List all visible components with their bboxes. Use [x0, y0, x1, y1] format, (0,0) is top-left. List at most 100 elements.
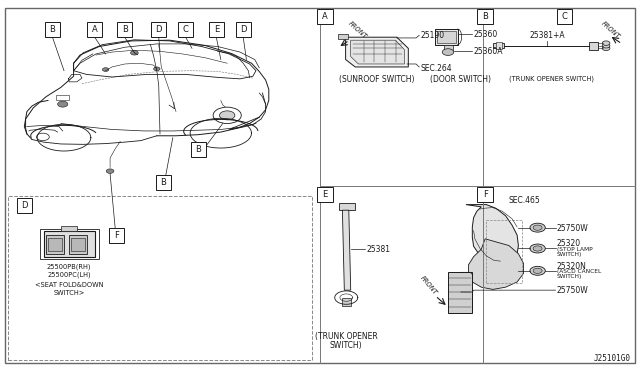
Text: B: B: [160, 178, 166, 187]
Bar: [8, 196, 312, 360]
Bar: [46, 235, 64, 254]
Bar: [486, 220, 522, 283]
Circle shape: [213, 107, 241, 124]
FancyBboxPatch shape: [178, 22, 193, 37]
Text: 25320N: 25320N: [557, 262, 587, 271]
Text: SEC.264: SEC.264: [420, 64, 452, 73]
Text: (STOP LAMP: (STOP LAMP: [557, 247, 593, 252]
Text: J25101G0: J25101G0: [593, 354, 630, 363]
Text: 25320: 25320: [557, 239, 581, 248]
Text: FRONT: FRONT: [600, 20, 621, 40]
Text: (SUNROOF SWITCH): (SUNROOF SWITCH): [339, 75, 414, 84]
Text: 25360A: 25360A: [474, 47, 503, 56]
FancyBboxPatch shape: [317, 187, 333, 202]
Bar: [444, 45, 453, 50]
Circle shape: [220, 111, 235, 120]
Text: A: A: [92, 25, 97, 34]
Circle shape: [533, 246, 542, 251]
Text: 25750W: 25750W: [557, 224, 589, 233]
Polygon shape: [351, 40, 404, 64]
Text: SWITCH): SWITCH): [557, 252, 582, 257]
Text: F: F: [483, 190, 488, 199]
FancyBboxPatch shape: [209, 22, 224, 37]
Circle shape: [530, 244, 545, 253]
Bar: [338, 34, 348, 39]
Text: B: B: [482, 12, 488, 21]
Text: (TRUNK OPENER SWITCH): (TRUNK OPENER SWITCH): [509, 75, 594, 81]
Bar: [69, 235, 87, 254]
Circle shape: [602, 41, 610, 45]
FancyBboxPatch shape: [477, 187, 493, 202]
Circle shape: [131, 51, 138, 55]
Bar: [71, 238, 85, 251]
Polygon shape: [346, 37, 408, 67]
Polygon shape: [466, 205, 518, 262]
Bar: [342, 298, 351, 306]
Text: 25750W: 25750W: [557, 286, 589, 295]
Polygon shape: [468, 239, 524, 289]
Bar: [61, 226, 77, 231]
Bar: [56, 95, 69, 100]
Circle shape: [58, 101, 68, 107]
Circle shape: [102, 68, 109, 71]
Circle shape: [530, 266, 545, 275]
FancyBboxPatch shape: [87, 22, 102, 37]
Text: (DOOR SWITCH): (DOOR SWITCH): [430, 75, 492, 84]
Text: D: D: [240, 25, 246, 34]
FancyBboxPatch shape: [17, 198, 32, 213]
Bar: [493, 43, 504, 48]
FancyBboxPatch shape: [317, 9, 333, 24]
Text: C: C: [182, 25, 189, 34]
Text: A: A: [323, 12, 328, 21]
FancyBboxPatch shape: [156, 175, 171, 190]
Bar: [496, 42, 502, 49]
Text: FRONT: FRONT: [348, 20, 369, 39]
Polygon shape: [342, 210, 351, 290]
FancyBboxPatch shape: [151, 22, 166, 37]
Text: B: B: [49, 25, 56, 34]
Text: (ASCD CANCEL: (ASCD CANCEL: [557, 269, 601, 274]
Text: SWITCH): SWITCH): [557, 274, 582, 279]
Circle shape: [106, 169, 114, 173]
Bar: [589, 42, 598, 50]
Text: F: F: [114, 231, 119, 240]
FancyBboxPatch shape: [236, 22, 251, 37]
Bar: [435, 29, 458, 45]
Text: E: E: [214, 25, 219, 34]
Circle shape: [533, 268, 542, 273]
Text: SEC.465: SEC.465: [509, 196, 541, 205]
Text: 25500PC(LH): 25500PC(LH): [47, 272, 91, 278]
Text: SWITCH>: SWITCH>: [53, 290, 85, 296]
Polygon shape: [448, 272, 472, 313]
Circle shape: [602, 46, 610, 51]
Text: D: D: [21, 201, 28, 210]
Text: 25381+A: 25381+A: [529, 31, 565, 40]
Text: <SEAT FOLD&DOWN: <SEAT FOLD&DOWN: [35, 282, 104, 288]
Circle shape: [442, 49, 454, 55]
Text: 25360: 25360: [474, 31, 498, 39]
Text: B: B: [122, 25, 128, 34]
Circle shape: [36, 133, 49, 141]
Bar: [44, 231, 95, 257]
Circle shape: [533, 225, 542, 230]
Circle shape: [530, 223, 545, 232]
Text: B: B: [195, 145, 202, 154]
Text: 25500PB(RH): 25500PB(RH): [47, 263, 92, 270]
FancyBboxPatch shape: [557, 9, 572, 24]
Text: E: E: [323, 190, 328, 199]
Bar: [48, 238, 62, 251]
Text: 25381: 25381: [366, 246, 390, 254]
FancyBboxPatch shape: [477, 9, 493, 24]
Text: C: C: [561, 12, 568, 21]
Bar: [40, 229, 99, 259]
Text: SWITCH): SWITCH): [330, 341, 362, 350]
FancyBboxPatch shape: [117, 22, 132, 37]
FancyBboxPatch shape: [191, 142, 206, 157]
FancyBboxPatch shape: [109, 228, 124, 243]
Bar: [339, 203, 355, 210]
Text: D: D: [156, 25, 162, 34]
Text: 25190: 25190: [420, 31, 445, 40]
FancyBboxPatch shape: [45, 22, 60, 37]
Text: FRONT: FRONT: [419, 275, 438, 296]
Bar: [437, 31, 456, 43]
